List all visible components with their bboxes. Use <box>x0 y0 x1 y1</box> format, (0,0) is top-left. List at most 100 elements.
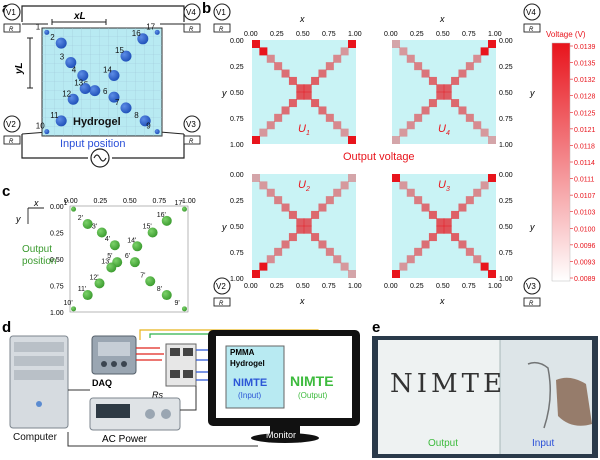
heat-cell <box>311 99 320 108</box>
heat-cell <box>480 181 489 190</box>
output-point <box>145 276 156 287</box>
input-point <box>55 37 67 49</box>
b-axis-y: y <box>221 88 227 98</box>
panel-c: 0.000.00 0.25 0.25 0.50 0.50 0.75 0.75 1.00 1.00… <box>15 198 196 317</box>
heat-cell <box>392 270 400 278</box>
heat-cell <box>451 210 460 219</box>
ac-power-label: AC Power <box>102 434 148 445</box>
heat-cell <box>281 106 290 115</box>
resistor-label: R <box>529 301 534 307</box>
computer-icon <box>9 335 69 429</box>
x-tick-label: 0.50 <box>296 31 310 38</box>
output-point <box>181 306 187 312</box>
y-tick-label: 0.50 <box>499 90 513 97</box>
heat-cell <box>399 262 408 271</box>
resistor-label: R <box>529 27 534 33</box>
heat-cell <box>252 270 260 278</box>
heat-cell <box>414 196 423 205</box>
heat-cell <box>443 225 452 234</box>
colorbar-tick: 0.0135 <box>574 61 596 68</box>
heat-cell <box>443 84 452 93</box>
resistor-label: R <box>189 27 194 33</box>
heat-cell <box>266 121 275 130</box>
output-point <box>71 206 77 212</box>
heat-cell <box>296 218 305 227</box>
c-x-tick: 0.50 <box>123 198 137 205</box>
resistor-icon <box>3 23 21 33</box>
y-tick-label: 0.75 <box>230 250 244 257</box>
y-tick-label: 0.50 <box>230 90 244 97</box>
heat-cell <box>348 40 356 48</box>
colorbar-tick: 0.0121 <box>574 127 596 134</box>
x-tick-label: 0.75 <box>462 283 476 290</box>
input-point-label: 12 <box>62 89 71 98</box>
resistor-icon <box>213 297 231 307</box>
heat-cell <box>421 106 430 115</box>
heat-cell <box>281 240 290 249</box>
heat-cell <box>274 62 283 71</box>
heat-cell <box>414 113 423 122</box>
output-point <box>129 257 140 268</box>
panel-label-c: c <box>2 183 10 200</box>
input-point-label: 14 <box>103 66 112 75</box>
c-y-tick: 0.75 <box>50 284 64 291</box>
dim-y-label: yL <box>14 62 25 75</box>
heat-cell <box>414 62 423 71</box>
y-tick-label: 0.00 <box>499 172 513 179</box>
hydrogel-d-label: Hydrogel <box>230 359 265 368</box>
heat-cell <box>451 99 460 108</box>
voltmeter-icon <box>3 3 21 21</box>
output-point-label: 5' <box>107 253 112 260</box>
panel-d: Computer DAQ Rs AC Power <box>9 329 360 447</box>
voltmeter-label: V4 <box>526 8 536 17</box>
heat-cell <box>303 84 312 93</box>
x-tick-label: 0.00 <box>244 31 258 38</box>
heat-cell <box>266 255 275 264</box>
resistor-label: R <box>9 27 14 33</box>
x-tick-label: 1.00 <box>488 31 502 38</box>
y-tick-label: 0.00 <box>230 172 244 179</box>
dim-x-label: xL <box>73 11 86 22</box>
colorbar-tick: 0.0107 <box>574 193 596 200</box>
voltmeter-icon <box>523 277 541 295</box>
heat-cell <box>473 188 482 197</box>
input-point-label: 3 <box>60 53 65 62</box>
y-tick-label: 1.00 <box>499 276 513 283</box>
x-tick-label: 0.25 <box>270 31 284 38</box>
resistor-label: R <box>9 139 14 145</box>
heat-cell <box>333 121 342 130</box>
x-tick-label: 0.50 <box>436 283 450 290</box>
heat-cell <box>348 136 356 144</box>
heat-cell <box>406 121 415 130</box>
c-x-tick: 0.25 <box>94 198 108 205</box>
output-point-label: 14' <box>127 237 136 244</box>
heat-cell <box>392 136 400 144</box>
hand-image <box>556 377 592 426</box>
heat-cell <box>340 181 349 190</box>
output-point <box>94 278 105 289</box>
input-point-label: 10 <box>36 122 45 131</box>
x-tick-label: 0.00 <box>384 31 398 38</box>
heat-cell <box>428 233 437 242</box>
heat-cell <box>488 174 496 182</box>
heat-cell <box>473 255 482 264</box>
output-point <box>132 241 143 252</box>
x-tick-label: 1.00 <box>348 31 362 38</box>
resistor-icon <box>523 23 541 33</box>
input-point <box>55 115 67 127</box>
input-point-label: 6 <box>103 87 108 96</box>
heat-cell <box>436 91 445 100</box>
voltmeter-icon <box>183 3 201 21</box>
voltmeter-label: V2 <box>216 282 226 291</box>
heat-cell <box>406 188 415 197</box>
output-point <box>106 262 117 273</box>
y-tick-label: 0.50 <box>499 224 513 231</box>
voltmeter-label: V4 <box>186 8 196 17</box>
heat-cell <box>399 181 408 190</box>
x-tick-label: 0.75 <box>462 31 476 38</box>
c-y-tick: 0.25 <box>50 231 64 238</box>
output-point-label: 1' <box>64 200 69 207</box>
b-axis-y: y <box>529 222 535 232</box>
heat-cell <box>288 76 297 85</box>
y-tick-label: 0.75 <box>499 250 513 257</box>
